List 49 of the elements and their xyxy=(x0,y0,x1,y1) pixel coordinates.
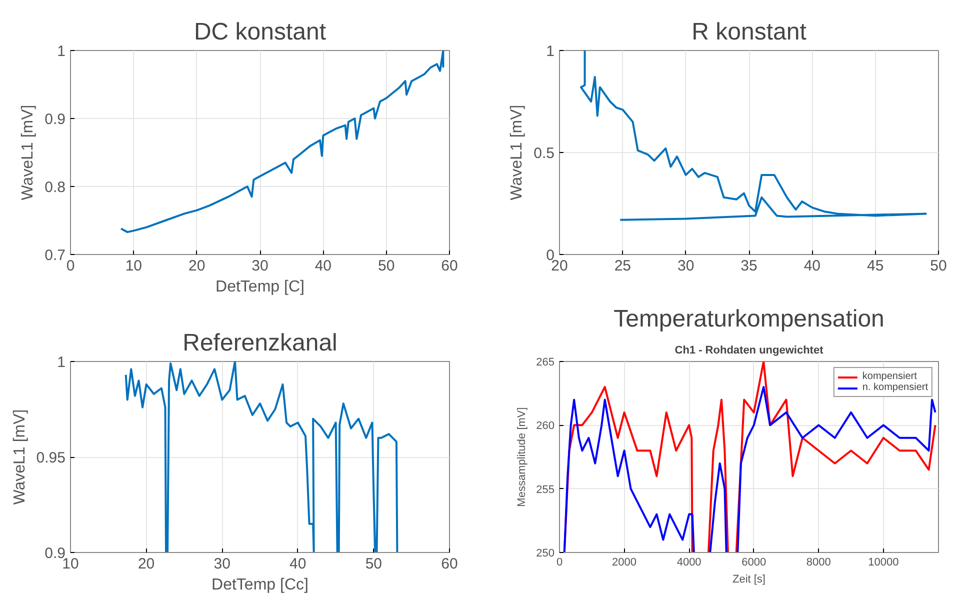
y-tick-label: 255 xyxy=(536,484,555,496)
chart-title: R konstant xyxy=(692,18,807,46)
y-tick-label: 1 xyxy=(57,354,66,371)
y-tick-label: 265 xyxy=(536,356,555,368)
x-tick-label: 30 xyxy=(214,556,230,572)
y-tick-label: 0.7 xyxy=(44,247,66,264)
y-axis-title: WaveL1 [mV] xyxy=(11,409,28,505)
chart-title: Temperaturkompensation xyxy=(614,306,884,332)
y-tick-label: 0.95 xyxy=(36,450,66,466)
x-tick-label: 40 xyxy=(804,258,821,274)
x-tick-label: 0 xyxy=(556,556,563,568)
x-tick-label: 40 xyxy=(314,258,332,274)
legend-label: kompensiert xyxy=(862,371,917,382)
x-axis-title: DetTemp [Cc] xyxy=(212,576,308,594)
y-tick-label: 250 xyxy=(536,548,555,560)
y-tick-label: 0.8 xyxy=(44,179,66,196)
x-tick-label: 2000 xyxy=(612,556,637,568)
x-tick-label: 50 xyxy=(365,556,382,572)
y-axis-title: Messamplitude [mV] xyxy=(516,407,528,507)
x-tick-label: 4000 xyxy=(676,556,702,568)
y-tick-label: 0.5 xyxy=(534,145,555,162)
chart-title: Referenzkanal xyxy=(182,330,338,356)
x-axis-title: Zeit [s] xyxy=(732,574,766,586)
y-tick-label: 260 xyxy=(536,420,555,432)
x-tick-label: 25 xyxy=(614,258,632,274)
x-tick-label: 20 xyxy=(138,556,155,572)
chart-subtitle: Ch1 - Rohdaten ungewichtet xyxy=(674,344,824,356)
y-tick-label: 1 xyxy=(57,43,66,60)
y-tick-label: 0.9 xyxy=(44,111,66,128)
x-tick-label: 60 xyxy=(441,258,458,274)
y-tick-label: 1 xyxy=(546,43,554,60)
x-tick-label: 30 xyxy=(252,258,268,274)
x-tick-label: 60 xyxy=(441,556,458,572)
chart-title: DC konstant xyxy=(194,18,326,46)
y-axis-title: WaveL1 [mV] xyxy=(20,104,37,200)
x-tick-label: 10 xyxy=(125,258,142,274)
x-tick-label: 30 xyxy=(677,258,694,274)
x-tick-label: 45 xyxy=(866,258,884,274)
x-tick-label: 10000 xyxy=(868,556,899,568)
x-tick-label: 6000 xyxy=(742,556,766,568)
x-axis-title: DetTemp [C] xyxy=(216,278,304,296)
x-tick-label: 20 xyxy=(188,258,206,274)
x-tick-label: 35 xyxy=(740,258,758,274)
y-axis-title: WaveL1 [mV] xyxy=(508,104,526,200)
x-tick-label: 50 xyxy=(378,258,395,274)
x-tick-label: 50 xyxy=(930,258,947,274)
legend-label: n. kompensiert xyxy=(862,382,928,393)
x-tick-label: 40 xyxy=(290,556,306,572)
x-tick-label: 8000 xyxy=(806,556,831,568)
